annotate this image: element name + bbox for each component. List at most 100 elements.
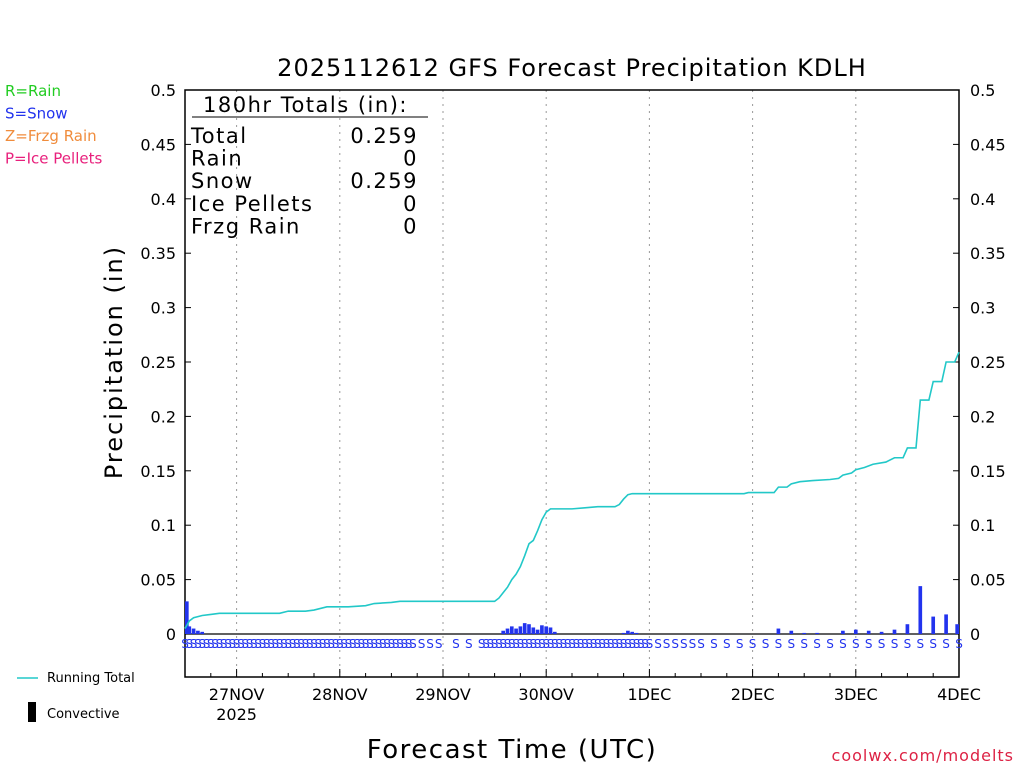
precip-bar	[527, 624, 531, 634]
snow-marker: S	[271, 637, 279, 651]
snow-marker: S	[327, 637, 335, 651]
precip-bar	[634, 632, 639, 634]
y-tick-label-left: 0.4	[151, 190, 176, 209]
precip-bar	[776, 628, 781, 634]
y-tick-label-right: 0	[970, 625, 980, 644]
snow-marker: S	[388, 637, 396, 651]
snow-marker: S	[310, 637, 318, 651]
precip-bar	[944, 614, 948, 634]
snow-marker: S	[400, 637, 408, 651]
precip-bar	[548, 627, 553, 634]
snow-marker: S	[564, 637, 572, 651]
precip-bar	[802, 632, 807, 634]
snow-marker: S	[224, 637, 232, 651]
y-tick-label-right: 0.4	[970, 190, 995, 209]
snow-marker: S	[633, 637, 641, 651]
totals-row-value: 0	[403, 214, 418, 238]
snow-marker: S	[465, 637, 473, 651]
snow-marker: S	[237, 637, 245, 651]
snow-marker: S	[637, 637, 645, 651]
snow-marker: S	[181, 637, 189, 651]
y-tick-label-right: 0.15	[970, 462, 1006, 481]
snow-marker: S	[254, 637, 262, 651]
precip-bar	[540, 625, 544, 634]
snow-marker: S	[203, 637, 211, 651]
x-tick-sublabel: 2025	[216, 705, 257, 724]
precip-bar	[879, 631, 884, 634]
snow-marker: S	[710, 637, 718, 651]
precip-type-legend-item: S=Snow	[5, 105, 68, 123]
x-tick-label: 30NOV	[518, 685, 574, 704]
totals-row-label: Snow	[191, 169, 254, 193]
snow-marker: S	[276, 637, 284, 651]
y-tick-labels-left: 0 0.05 0.1 0.15 0.2 0.25 0.3 0.35 0.4 0.45 0.5	[140, 81, 191, 644]
snow-marker: S	[499, 637, 507, 651]
chart-title: 2025112612 GFS Forecast Precipitation KD…	[277, 54, 867, 82]
snow-marker: S	[323, 637, 331, 651]
totals-row-label: Ice Pellets	[191, 192, 313, 216]
running-total-line	[184, 351, 960, 629]
snow-marker: S	[491, 637, 499, 651]
snow-marker: S	[198, 637, 206, 651]
precip-bar	[514, 628, 518, 634]
x-tick-label: 1DEC	[628, 685, 672, 704]
precip-type-legend: R=Rain S=Snow Z=Frzg Rain P=Ice Pellets	[5, 82, 102, 168]
snow-marker: S	[646, 637, 654, 651]
snow-marker: S	[581, 637, 589, 651]
x-tick-label: 3DEC	[834, 685, 878, 704]
snow-marker: S	[267, 637, 275, 651]
snow-marker: S	[435, 637, 443, 651]
snow-marker: S	[405, 637, 413, 651]
snow-marker: S	[826, 637, 834, 651]
snow-marker: S	[392, 637, 400, 651]
snow-marker: S	[723, 637, 731, 651]
snow-marker: S	[878, 637, 886, 651]
snow-marker: S	[357, 637, 365, 651]
y-tick-label-right: 0.1	[970, 516, 995, 535]
snow-marker: S	[486, 637, 494, 651]
snow-marker: S	[749, 637, 757, 651]
precip-bar	[185, 601, 189, 634]
snow-marker: S	[654, 637, 662, 651]
snow-marker: S	[852, 637, 860, 651]
precip-bar	[535, 629, 540, 634]
precip-bar	[505, 628, 510, 634]
precip-bars	[185, 586, 959, 634]
snow-marker: S	[671, 637, 679, 651]
snow-marker: S	[542, 637, 550, 651]
snow-marker: S	[891, 637, 899, 651]
snow-marker: S	[620, 637, 628, 651]
totals-row-value: 0.259	[350, 169, 418, 193]
snow-marker: S	[362, 637, 370, 651]
y-tick-label-right: 0.45	[970, 135, 1006, 154]
snow-marker: S	[353, 637, 361, 651]
snow-marker: S	[904, 637, 912, 651]
snow-marker: S	[594, 637, 602, 651]
snow-marker: S	[572, 637, 580, 651]
totals-row-value: 0	[403, 192, 418, 216]
snow-marker: S	[190, 637, 198, 651]
snow-marker: S	[314, 637, 322, 651]
credit-text: coolwx.com/modelts	[832, 746, 1014, 765]
snow-marker: S	[366, 637, 374, 651]
snow-marker: S	[929, 637, 937, 651]
snow-marker: S	[250, 637, 258, 651]
precip-bar	[853, 629, 858, 634]
totals-row-value: 0.259	[350, 124, 418, 148]
y-tick-label-left: 0.1	[151, 516, 176, 535]
x-tick-label: 27NOV	[209, 685, 265, 704]
snow-marker: S	[293, 637, 301, 651]
y-tick-label-left: 0.3	[151, 299, 176, 318]
totals-box: 180hr Totals (in): Total 0.259 Rain 0 Snow 0.…	[190, 93, 428, 238]
snow-marker: S	[568, 637, 576, 651]
snow-marker: S	[319, 637, 327, 651]
x-tick-label: 29NOV	[415, 685, 471, 704]
snow-marker: S	[697, 637, 705, 651]
snow-marker: S	[534, 637, 542, 651]
snow-marker: S	[680, 637, 688, 651]
precip-bar	[621, 632, 626, 634]
y-tick-label-left: 0.15	[140, 462, 176, 481]
snow-marker: S	[839, 637, 847, 651]
precip-type-legend-item: R=Rain	[5, 82, 61, 100]
